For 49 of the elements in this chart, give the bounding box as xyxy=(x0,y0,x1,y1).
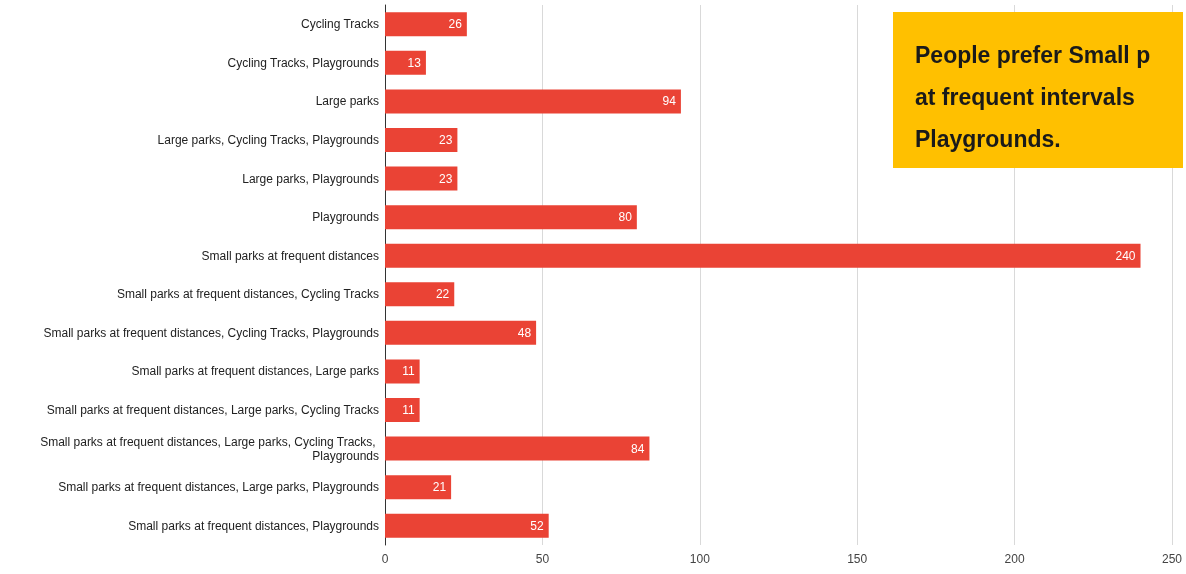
x-tick-label: 100 xyxy=(689,552,711,566)
data-label: 13 xyxy=(407,55,422,70)
y-tick-label: Small parks at frequent distances, Large parks xyxy=(131,364,379,379)
data-label: 48 xyxy=(517,325,532,340)
y-tick-label: Small parks at frequent distances, Cycling Tracks, Playgrounds xyxy=(43,325,379,340)
bar xyxy=(385,128,458,152)
bar xyxy=(385,243,1141,268)
y-tick-label: Small parks at frequent distances, Large parks, Playgrounds xyxy=(58,480,379,495)
x-tick-label: 0 xyxy=(381,552,389,566)
y-tick-label: Cycling Tracks, Playgrounds xyxy=(227,55,379,70)
bar xyxy=(385,475,452,500)
data-label: 23 xyxy=(439,171,453,186)
y-tick-label: Large parks, Cycling Tracks, Playgrounds xyxy=(157,133,379,147)
data-label: 52 xyxy=(530,518,545,533)
data-label: 11 xyxy=(402,403,415,417)
bar xyxy=(385,320,537,345)
x-tick-label: 200 xyxy=(1004,552,1025,566)
bar xyxy=(385,513,549,538)
y-tick-label: Small parks at frequent distances xyxy=(201,248,379,263)
data-label: 84 xyxy=(631,441,645,456)
data-label: 240 xyxy=(1115,248,1136,263)
bar xyxy=(385,398,420,422)
x-tick-label: 150 xyxy=(847,552,868,566)
x-tick-label: 50 xyxy=(535,552,550,566)
bar xyxy=(385,12,467,37)
bar xyxy=(385,436,650,461)
bar xyxy=(385,205,637,230)
y-tick-label: Small parks at frequent distances, Playgrounds xyxy=(128,518,379,533)
data-label: 23 xyxy=(439,133,453,147)
y-tick-label: Playgrounds xyxy=(312,210,379,225)
data-label: 22 xyxy=(435,287,450,302)
bar xyxy=(385,282,455,307)
y-tick-label: Large parks xyxy=(315,94,379,109)
bar xyxy=(385,359,420,384)
data-label: 80 xyxy=(618,210,633,225)
x-tick-label: 250 xyxy=(1161,552,1183,566)
data-label: 11 xyxy=(402,364,415,379)
y-tick-label: Small parks at frequent distances, Large parks, Cycling Tracks, Playgrounds xyxy=(40,434,379,463)
annotation: People prefer Small p at frequent intervals Playgrounds. xyxy=(915,42,1151,152)
bar xyxy=(385,89,681,114)
bar xyxy=(385,166,458,191)
data-label: 21 xyxy=(432,480,447,495)
bar xyxy=(385,50,426,75)
data-label: 94 xyxy=(662,94,677,109)
y-tick-label: Small parks at frequent distances, Cycling Tracks xyxy=(116,287,379,302)
y-tick-label: Large parks, Playgrounds xyxy=(242,171,379,186)
y-tick-label: Small parks at frequent distances, Large parks, Cycling Tracks xyxy=(46,403,379,417)
y-tick-label: Cycling Tracks xyxy=(300,17,379,32)
data-label: 26 xyxy=(448,17,463,32)
